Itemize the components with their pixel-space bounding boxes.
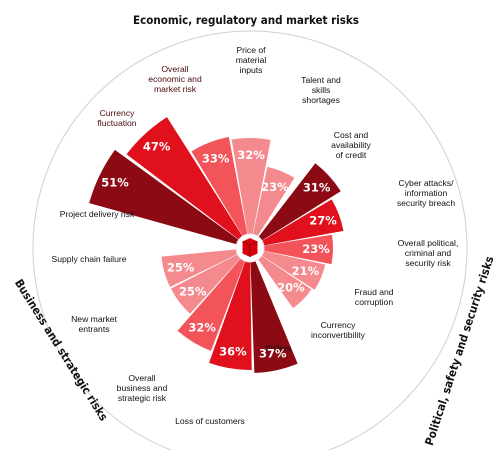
wedge-project-delivery-risk	[161, 249, 238, 288]
item-label-currency-fluctuation: Currency fluctuation	[97, 108, 136, 128]
value-label-currency-fluctuation: 51%	[101, 176, 129, 190]
wedge-strikes	[258, 255, 312, 309]
outer-circle	[32, 30, 468, 450]
item-label-project-delivery-risk: Project delivery risk	[60, 209, 135, 219]
item-label-cost-and-availability-of-credit: Cost and availability of credit	[331, 130, 371, 160]
item-label-fraud-and-corruption: Fraud and corruption	[354, 287, 393, 307]
item-label-overall-business-and-strategic-risk: Overall business and strategic risk	[117, 373, 168, 403]
wedge-loss-of-customers	[250, 260, 298, 373]
wedges-layer	[89, 117, 344, 373]
value-label-loss-of-customers: 37%	[259, 347, 287, 361]
wedge-overall-business-and-strategic-risk	[209, 261, 252, 370]
value-label-supply-chain-failure: 25%	[179, 285, 207, 299]
item-label-loss-of-customers: Loss of customers	[175, 416, 245, 426]
center-icon	[235, 233, 265, 263]
wedge-currency-fluctuation	[89, 149, 239, 245]
item-label-supply-chain-failure: Supply chain failure	[51, 254, 126, 264]
item-label-new-market-entrants: New market entrants	[71, 314, 117, 334]
wedge-price-of-material-inputs	[191, 137, 248, 237]
wedge-new-market-entrants	[177, 258, 246, 351]
value-label-new-market-entrants: 32%	[188, 321, 216, 335]
value-label-fraud-and-corruption: 23%	[302, 242, 330, 256]
value-label-overall-economic-and-market-risk: 47%	[143, 139, 171, 153]
category-titles-layer: Economic, regulatory and market risks Pol…	[12, 13, 495, 447]
wedge-currency-inconvertibility	[261, 251, 326, 290]
value-label-overall-business-and-strategic-risk: 36%	[219, 345, 247, 359]
value-label-currency-inconvertibility: 21%	[292, 264, 320, 278]
wedge-talent-and-skills-shortages	[231, 138, 271, 235]
texts-layer: 51% Currency fluctuation 47% Overall economic…	[51, 45, 458, 426]
wedge-cyber-attacks-information-security-breach	[258, 163, 341, 241]
value-label-overall-political-criminal-and-security-risk: 27%	[309, 214, 337, 228]
item-label-cyber-attacks-information-security-breach: Cyber attacks/information security breach	[397, 178, 455, 208]
item-label-strikes: Strikes	[265, 343, 291, 353]
category-title-economic-regulatory-and-market-risks: Economic, regulatory and market risks	[133, 13, 359, 27]
value-label-cost-and-availability-of-credit: 23%	[261, 180, 289, 194]
item-label-currency-inconvertibility: Currency inconvertibility	[311, 320, 366, 340]
item-label-price-of-material-inputs: Price of material inputs	[236, 45, 267, 75]
value-label-talent-and-skills-shortages: 32%	[237, 148, 265, 162]
wedge-overall-economic-and-market-risk	[126, 117, 243, 240]
value-label-strikes: 20%	[277, 281, 305, 295]
item-label-overall-economic-and-market-risk: Overall economic and market risk	[148, 64, 202, 94]
value-label-cyber-attacks-information-security-breach: 31%	[303, 181, 331, 195]
wedge-fraud-and-corruption	[263, 234, 333, 265]
wedge-supply-chain-failure	[170, 254, 241, 314]
value-label-project-delivery-risk: 25%	[167, 261, 195, 275]
item-label-talent-and-skills-shortages: Talent and skills shortages	[301, 75, 341, 105]
wedge-cost-and-availability-of-credit	[252, 166, 295, 237]
wedge-overall-political-criminal-and-security-risk	[262, 199, 344, 246]
category-title-political-safety-and-security-risks: Political, safety and security risks	[422, 254, 495, 447]
value-label-price-of-material-inputs: 33%	[202, 151, 230, 165]
category-title-business-and-strategic-risks: Business and strategic risks	[12, 277, 111, 424]
item-label-overall-political-criminal-and-security-risk: Overall political, criminal and security r…	[398, 238, 459, 268]
